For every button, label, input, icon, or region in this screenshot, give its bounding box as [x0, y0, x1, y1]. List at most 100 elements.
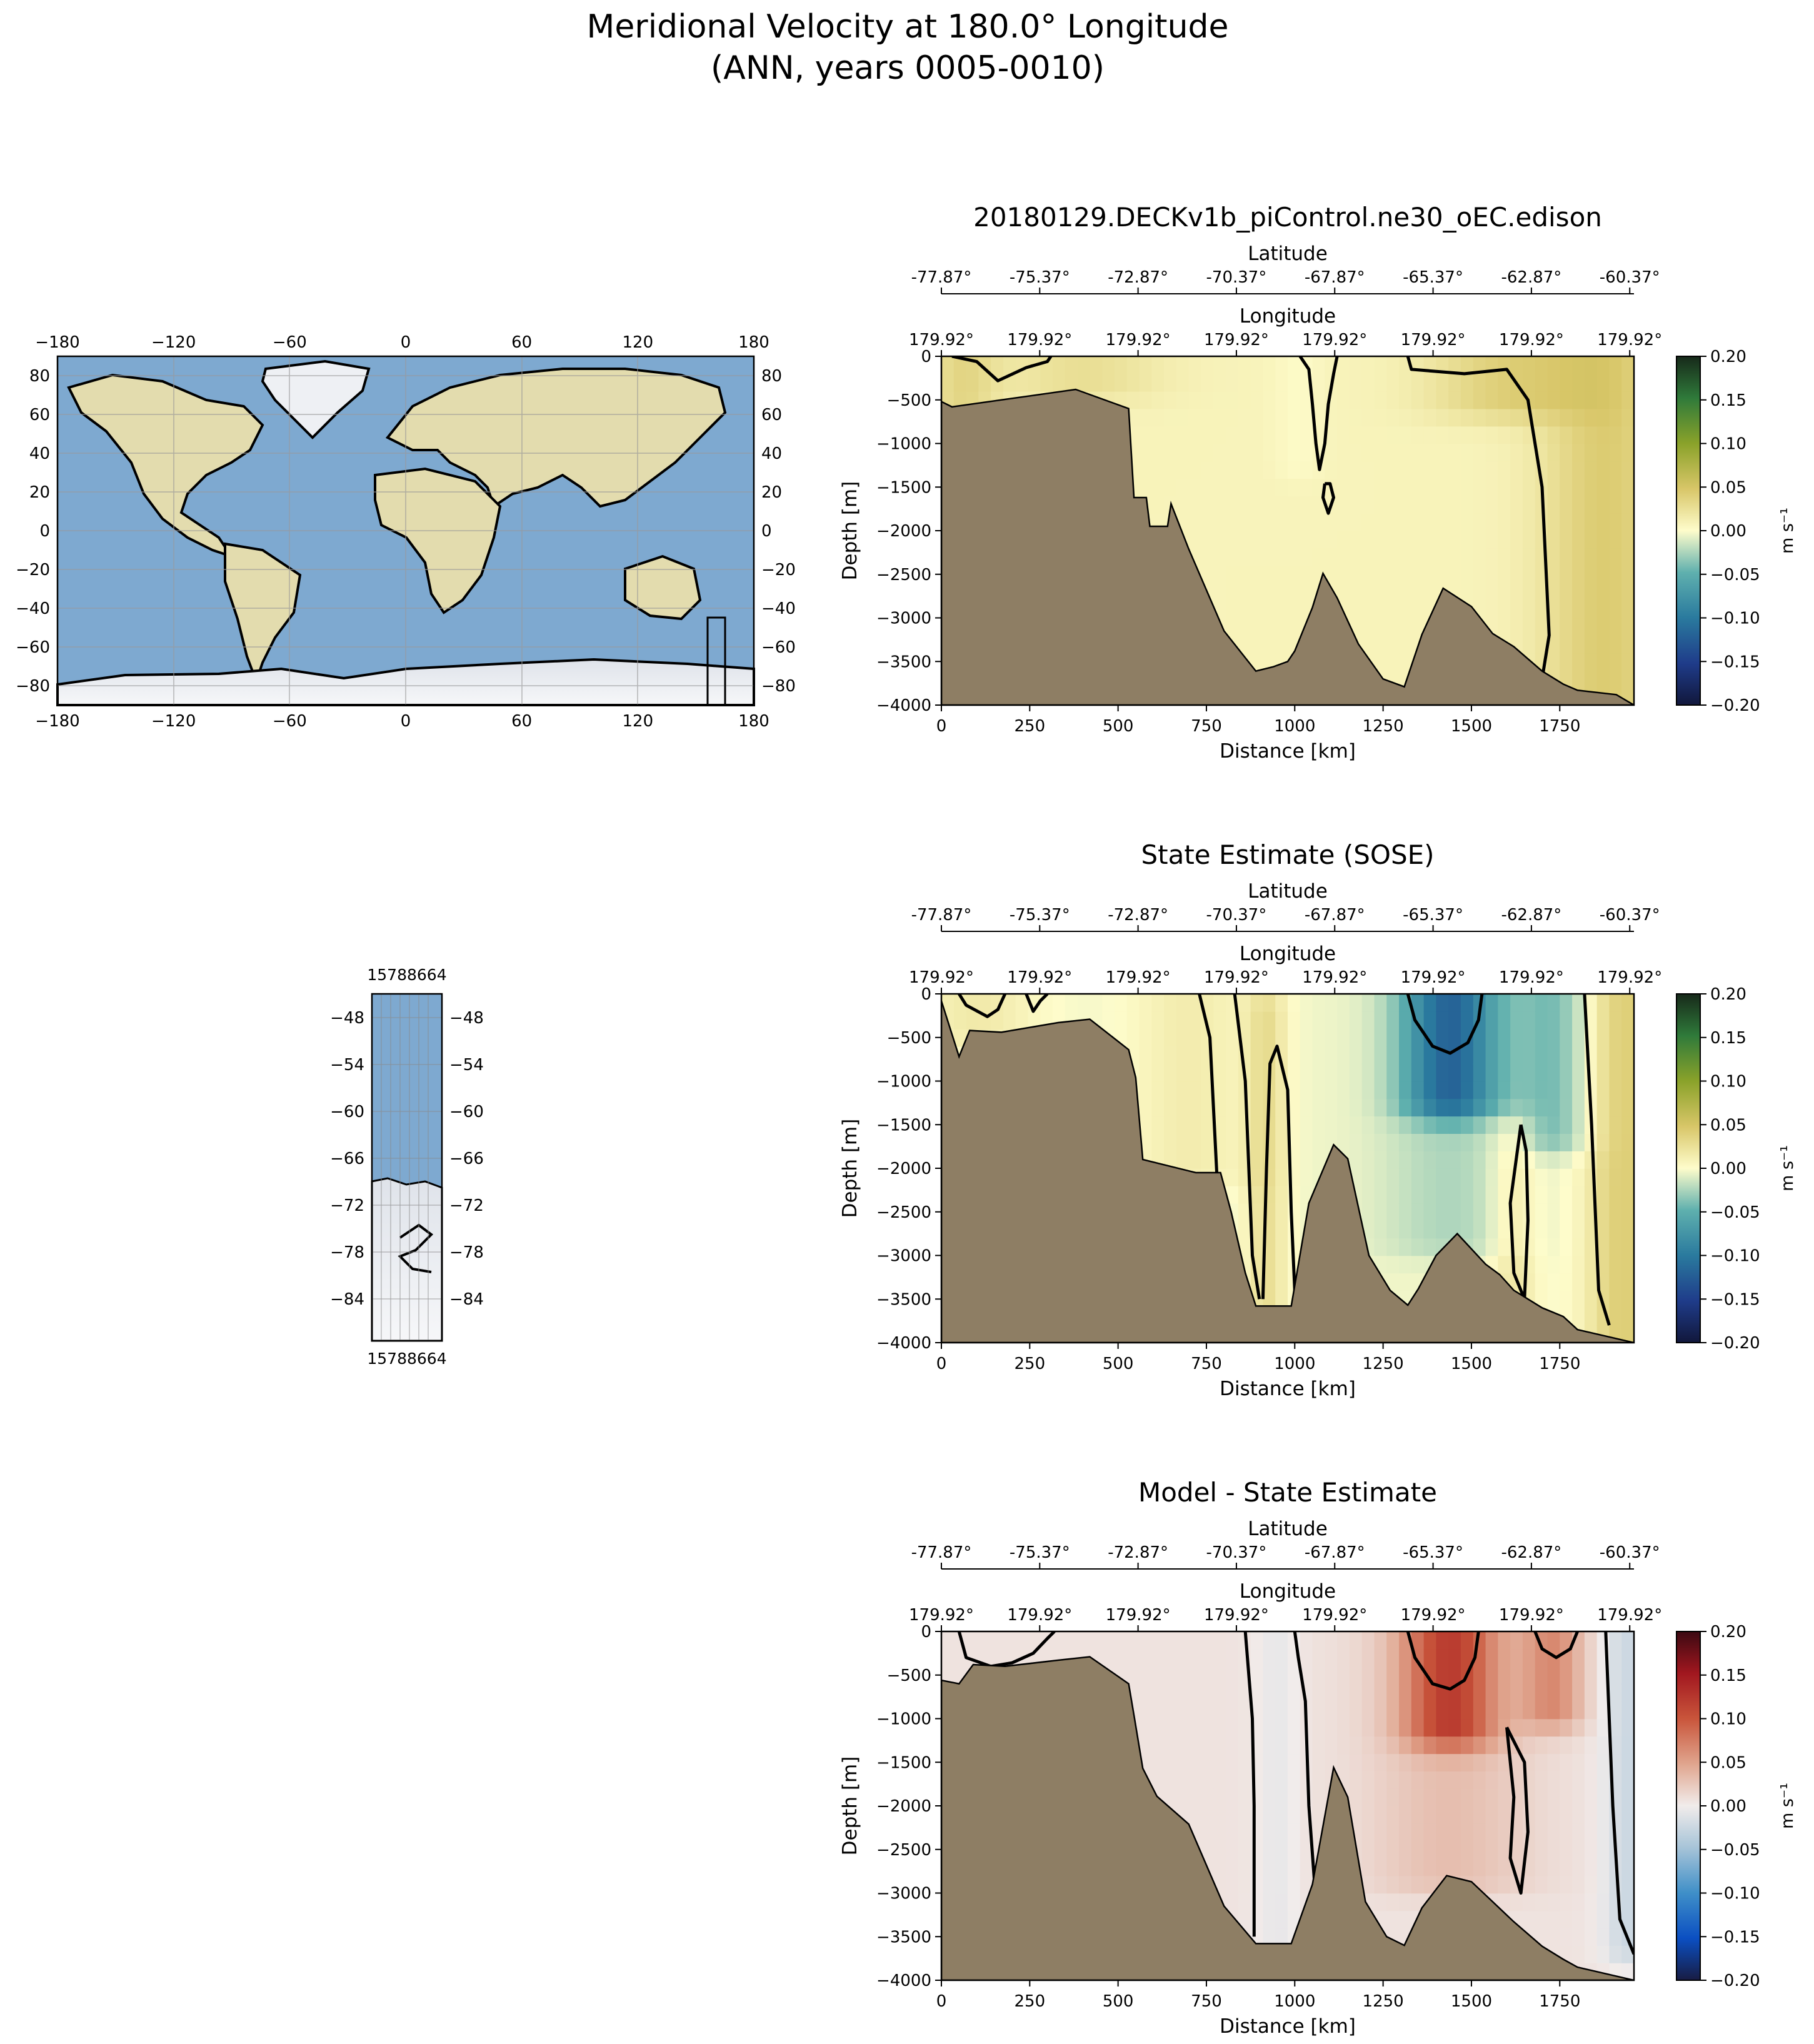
field-cell: [953, 1028, 967, 1047]
field-cell: [1522, 1806, 1536, 1824]
field-cell: [1584, 531, 1598, 549]
field-cell: [1596, 443, 1610, 462]
field-cell: [1621, 1203, 1634, 1221]
field-cell: [1436, 513, 1450, 531]
field-cell: [1151, 1648, 1165, 1667]
field-cell: [1547, 1823, 1561, 1841]
field-cell: [1164, 1701, 1177, 1720]
inset-map-lat-ticks-left: −48−54−60−66−72−78−84: [330, 1009, 364, 1309]
field-cell: [1498, 1753, 1511, 1771]
field-cell: [1250, 461, 1264, 479]
field-cell: [1176, 1063, 1190, 1082]
field-cell: [1436, 1631, 1450, 1650]
field-cell: [1300, 1631, 1313, 1650]
field-cell: [1498, 1063, 1511, 1082]
colorbar-tick-label: 0.20: [1710, 1623, 1746, 1641]
field-cell: [1572, 408, 1585, 427]
field-cell: [1584, 1736, 1598, 1755]
field-cell: [1510, 1203, 1523, 1221]
field-cell: [1411, 443, 1425, 462]
field-cell: [1411, 461, 1425, 479]
field-cell: [1250, 1098, 1264, 1117]
field-cell: [1300, 583, 1313, 601]
field-cell: [1312, 356, 1326, 374]
field-cell: [1151, 496, 1165, 514]
field-cell: [1522, 583, 1536, 601]
field-cell: [1386, 408, 1400, 427]
field-cell: [1374, 1133, 1388, 1151]
field-cell: [1337, 1683, 1350, 1702]
field-cell: [1547, 1220, 1561, 1239]
field-cell: [1250, 994, 1264, 1012]
field-cell: [978, 1631, 991, 1650]
field-cell: [1498, 1168, 1511, 1186]
world-lon-tick-top: 120: [623, 333, 654, 352]
field-cell: [1349, 583, 1363, 601]
colorbar-tick-label: −0.20: [1710, 696, 1760, 715]
field-cell: [1572, 1683, 1585, 1702]
field-cell: [1498, 1648, 1511, 1667]
field-cell: [1288, 1011, 1301, 1030]
field-cell: [1609, 1168, 1623, 1186]
y-tick-label: −4000: [876, 696, 931, 715]
field-cell: [1349, 496, 1363, 514]
field-cell: [1609, 1290, 1623, 1308]
field-cell: [1139, 478, 1153, 496]
field-cell: [1349, 1116, 1363, 1134]
field-cell: [1250, 1220, 1264, 1239]
field-cell: [1510, 531, 1523, 549]
field-cell: [1238, 1910, 1251, 1929]
field-cell: [1584, 426, 1598, 444]
field-cell: [1411, 1185, 1425, 1204]
field-cell: [1374, 513, 1388, 531]
field-cell: [1411, 531, 1425, 549]
field-cell: [1349, 1736, 1363, 1755]
field-cell: [1275, 513, 1288, 531]
field-cell: [1263, 583, 1276, 601]
field-cell: [1275, 1823, 1288, 1841]
field-cell: [1275, 1840, 1288, 1859]
field-cell: [1584, 1273, 1598, 1291]
field-cell: [1621, 1133, 1634, 1151]
field-cell: [1436, 1648, 1450, 1667]
field-cell: [1188, 1046, 1202, 1065]
field-cell: [1535, 1273, 1548, 1291]
field-cell: [1621, 531, 1634, 549]
field-cell: [1226, 1046, 1239, 1065]
field-cell: [1485, 1788, 1499, 1806]
world-map-eurasia: [385, 368, 727, 509]
field-cell: [1547, 1718, 1561, 1737]
field-cell: [1213, 1701, 1226, 1720]
field-cell: [1349, 1683, 1363, 1702]
field-cell: [1325, 1063, 1338, 1082]
field-cell: [1238, 373, 1251, 392]
inset-lat-tick-left: −48: [330, 1009, 364, 1028]
field-cell: [1213, 1753, 1226, 1771]
field-cell: [1139, 1081, 1153, 1100]
field-cell: [1325, 426, 1338, 444]
field-cell: [1238, 496, 1251, 514]
field-cell: [1300, 513, 1313, 531]
field-cell: [1288, 1701, 1301, 1720]
colorbar-tick-label: −0.05: [1710, 1841, 1760, 1860]
lat-tick-label: -72.87°: [1108, 906, 1168, 924]
field-cell: [1621, 1151, 1634, 1169]
field-cell: [1572, 994, 1585, 1012]
field-cell: [1361, 1718, 1375, 1737]
field-cell: [1386, 1098, 1400, 1117]
field-cell: [1572, 1255, 1585, 1274]
field-cell: [1374, 443, 1388, 462]
field-cell: [1188, 1718, 1202, 1737]
field-cell: [1361, 1631, 1375, 1650]
inset-lat-tick-left: −54: [330, 1056, 364, 1075]
x-tick-label: 1250: [1363, 717, 1404, 736]
field-cell: [1399, 1011, 1412, 1030]
field-cell: [1399, 1168, 1412, 1186]
field-cell: [1522, 1063, 1536, 1082]
field-cell: [1201, 1840, 1215, 1859]
bathymetry: [941, 1656, 1634, 1980]
field-cell: [1572, 1840, 1585, 1859]
field-cell: [1275, 618, 1288, 636]
field-cell: [1448, 1806, 1461, 1824]
field-cell: [1485, 1151, 1499, 1169]
